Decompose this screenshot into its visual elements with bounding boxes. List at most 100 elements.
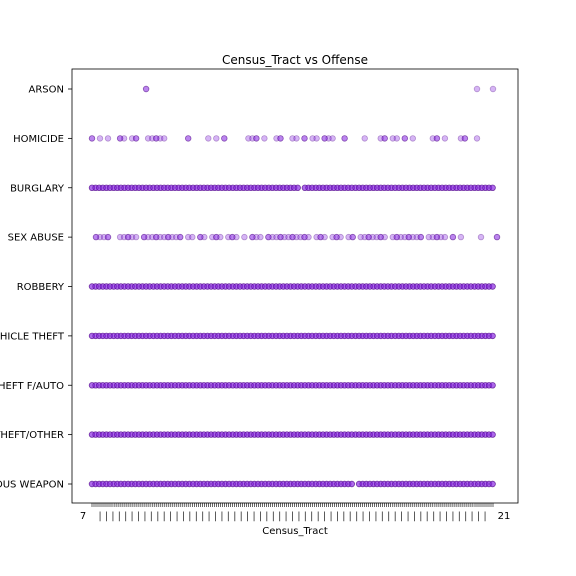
data-point bbox=[164, 480, 171, 488]
data-point bbox=[431, 480, 439, 488]
x-tick-label: | bbox=[233, 511, 236, 522]
data-point bbox=[153, 431, 161, 438]
data-point bbox=[316, 480, 323, 488]
x-tick-label: | bbox=[387, 511, 390, 522]
data-point bbox=[253, 135, 260, 142]
data-point bbox=[489, 283, 496, 290]
data-point bbox=[272, 480, 280, 488]
data-point bbox=[200, 480, 208, 488]
data-point bbox=[276, 431, 283, 438]
x-tick-label: | bbox=[291, 511, 294, 522]
data-point bbox=[477, 233, 485, 241]
data-point bbox=[135, 431, 143, 438]
data-point bbox=[345, 480, 352, 488]
data-point bbox=[104, 135, 112, 142]
data-point bbox=[399, 480, 406, 488]
data-point bbox=[485, 480, 493, 488]
data-point bbox=[334, 480, 341, 488]
data-point bbox=[186, 431, 193, 438]
x-tick-label: | bbox=[464, 511, 467, 522]
data-point bbox=[258, 480, 265, 488]
data-point bbox=[251, 480, 258, 488]
data-point bbox=[308, 480, 316, 488]
data-point bbox=[409, 135, 416, 142]
data-point bbox=[175, 480, 182, 488]
data-point bbox=[442, 480, 449, 488]
data-point bbox=[435, 431, 442, 438]
data-point bbox=[410, 431, 417, 438]
data-point bbox=[121, 431, 128, 438]
data-point bbox=[456, 431, 464, 438]
data-point bbox=[132, 431, 139, 438]
x-tick-label: | bbox=[349, 511, 352, 522]
x-tick-label: | bbox=[220, 511, 223, 522]
data-point bbox=[384, 431, 392, 438]
data-point bbox=[233, 431, 240, 438]
data-point bbox=[348, 431, 355, 438]
data-point bbox=[160, 431, 168, 438]
data-point bbox=[363, 480, 370, 488]
data-point bbox=[329, 135, 336, 142]
data-point bbox=[142, 480, 150, 488]
data-point bbox=[337, 480, 345, 488]
data-point bbox=[464, 480, 471, 488]
data-point bbox=[142, 431, 150, 438]
x-tick-label: | bbox=[130, 511, 133, 522]
x-tick-label: | bbox=[419, 511, 422, 522]
data-point bbox=[287, 480, 294, 488]
data-point bbox=[435, 480, 442, 488]
data-point bbox=[316, 431, 323, 438]
data-point bbox=[460, 480, 467, 488]
data-point bbox=[305, 480, 312, 488]
data-point bbox=[92, 480, 99, 488]
data-point bbox=[410, 480, 417, 488]
data-point bbox=[319, 431, 327, 438]
data-point bbox=[289, 233, 296, 241]
data-point bbox=[262, 480, 269, 488]
data-point bbox=[283, 431, 291, 438]
data-point bbox=[132, 480, 139, 488]
data-point bbox=[417, 480, 424, 488]
data-point bbox=[265, 431, 272, 438]
data-point bbox=[96, 135, 104, 142]
x-tick-label: | bbox=[458, 511, 461, 522]
data-point bbox=[449, 233, 457, 241]
data-point bbox=[312, 480, 319, 488]
data-point bbox=[399, 480, 406, 488]
data-point bbox=[132, 480, 139, 488]
data-point bbox=[110, 480, 117, 488]
data-point bbox=[243, 431, 251, 438]
data-point bbox=[280, 480, 287, 488]
data-point bbox=[110, 431, 117, 438]
x-tick-label: | bbox=[406, 511, 409, 522]
data-point bbox=[413, 480, 420, 488]
data-point bbox=[457, 233, 465, 241]
data-point bbox=[215, 480, 222, 488]
data-point bbox=[345, 480, 352, 488]
x-tick-label: | bbox=[445, 511, 448, 522]
data-point bbox=[277, 135, 284, 142]
data-point bbox=[247, 431, 254, 438]
data-point bbox=[258, 431, 265, 438]
data-point bbox=[150, 480, 157, 488]
data-point bbox=[88, 480, 96, 488]
data-point bbox=[365, 233, 372, 241]
data-point bbox=[489, 332, 496, 340]
data-point bbox=[150, 431, 157, 438]
data-point bbox=[157, 431, 164, 438]
data-point bbox=[99, 480, 106, 488]
y-tick-label: ARSON bbox=[29, 85, 65, 96]
data-point bbox=[124, 431, 132, 438]
data-point bbox=[345, 431, 352, 438]
data-point bbox=[164, 480, 171, 488]
data-point bbox=[241, 233, 248, 241]
data-point bbox=[176, 233, 184, 241]
data-point bbox=[406, 480, 413, 488]
data-point bbox=[262, 431, 269, 438]
data-point bbox=[442, 480, 449, 488]
data-point bbox=[294, 431, 301, 438]
data-point bbox=[312, 480, 319, 488]
x-tick-label: | bbox=[201, 511, 204, 522]
x-tick-label: | bbox=[317, 511, 320, 522]
data-point bbox=[377, 233, 384, 241]
